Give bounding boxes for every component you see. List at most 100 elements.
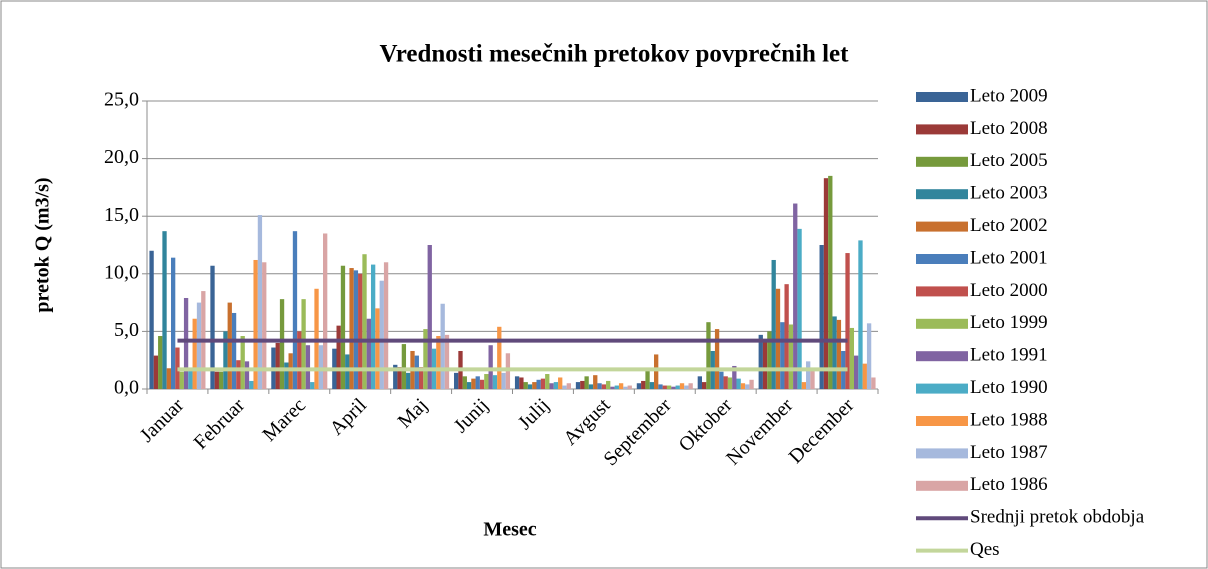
bar: [362, 254, 367, 389]
bar: [231, 312, 237, 389]
legend-label: Leto 1988: [970, 409, 1048, 430]
bar: [623, 386, 628, 389]
bar: [545, 374, 550, 389]
bar: [275, 342, 280, 389]
legend-swatch: [916, 351, 968, 362]
bar: [262, 262, 267, 389]
bar: [597, 383, 602, 389]
bar: [345, 354, 350, 389]
bar: [679, 383, 685, 389]
bar: [654, 354, 659, 389]
bar: [666, 385, 672, 389]
bar: [536, 379, 541, 389]
bar: [440, 303, 445, 389]
legend-label: Leto 1990: [970, 377, 1048, 398]
bar: [336, 325, 341, 389]
bar: [675, 385, 680, 389]
bar: [323, 233, 328, 389]
legend-swatch: [916, 448, 968, 459]
bar: [810, 370, 815, 389]
bar: [249, 380, 254, 389]
bar: [871, 377, 876, 389]
bar: [836, 319, 842, 389]
bar: [492, 375, 498, 389]
bar: [397, 367, 402, 389]
bar: [549, 383, 554, 389]
bar: [706, 322, 711, 389]
bar: [801, 382, 807, 389]
bar: [349, 268, 354, 389]
bar: [466, 382, 472, 389]
legend-swatch: [916, 318, 968, 329]
bar: [158, 336, 163, 389]
bar: [257, 215, 263, 389]
bar: [793, 203, 798, 389]
bar: [866, 323, 872, 389]
bar: [749, 379, 754, 389]
bar: [214, 371, 219, 389]
legend-label: Leto 2009: [970, 85, 1048, 106]
bar: [849, 327, 855, 389]
y-tick-label: 15,0: [104, 204, 139, 226]
bar: [292, 231, 298, 389]
bar: [588, 384, 594, 389]
legend-label: Leto 1987: [970, 442, 1048, 463]
bar: [828, 175, 833, 389]
bar: [719, 371, 724, 389]
bar: [610, 386, 615, 389]
bar: [301, 299, 306, 389]
bar: [736, 378, 741, 389]
legend-swatch: [916, 286, 968, 297]
bar: [797, 228, 802, 389]
bar: [858, 240, 863, 389]
legend-label: Leto 2000: [970, 280, 1048, 301]
bar: [423, 329, 428, 389]
bar: [305, 345, 311, 389]
bar: [149, 250, 154, 389]
bar: [427, 245, 432, 389]
legend-swatch: [916, 480, 968, 491]
bar: [723, 376, 728, 389]
bar: [236, 360, 241, 389]
bar: [584, 376, 589, 389]
bar: [253, 259, 258, 389]
bar: [649, 382, 655, 389]
bar: [353, 270, 359, 389]
bar: [727, 377, 733, 389]
bar: [297, 331, 302, 389]
bar: [636, 383, 642, 389]
bar: [688, 383, 693, 389]
bar: [462, 376, 467, 389]
bar: [740, 383, 746, 389]
bar: [279, 299, 285, 389]
bar: [784, 284, 789, 389]
bar: [170, 257, 176, 389]
bar: [192, 318, 197, 389]
bar: [806, 361, 811, 389]
bar: [745, 384, 750, 389]
legend-label: Leto 2005: [970, 150, 1048, 171]
legend-label: Leto 1986: [970, 474, 1048, 495]
bar: [227, 302, 232, 389]
bar: [514, 376, 520, 389]
bar: [701, 382, 707, 389]
bar: [223, 331, 228, 389]
bar: [444, 334, 450, 389]
bar: [580, 380, 585, 389]
legend-label: Leto 1991: [970, 345, 1048, 366]
bar: [153, 355, 159, 389]
legend-swatch: [916, 92, 968, 102]
bar: [406, 372, 411, 389]
legend-label: Leto 2003: [970, 183, 1048, 204]
bar: [575, 382, 581, 389]
y-axis-label: pretok Q (m3/s): [32, 177, 54, 312]
bar: [218, 371, 224, 389]
bar: [497, 326, 502, 389]
legend-swatch: [916, 254, 968, 264]
bar: [553, 382, 559, 389]
bar: [732, 365, 737, 389]
legend-swatch: [916, 156, 968, 167]
bar: [501, 372, 506, 389]
y-tick-label: 0,0: [114, 377, 139, 399]
bar: [540, 378, 546, 389]
